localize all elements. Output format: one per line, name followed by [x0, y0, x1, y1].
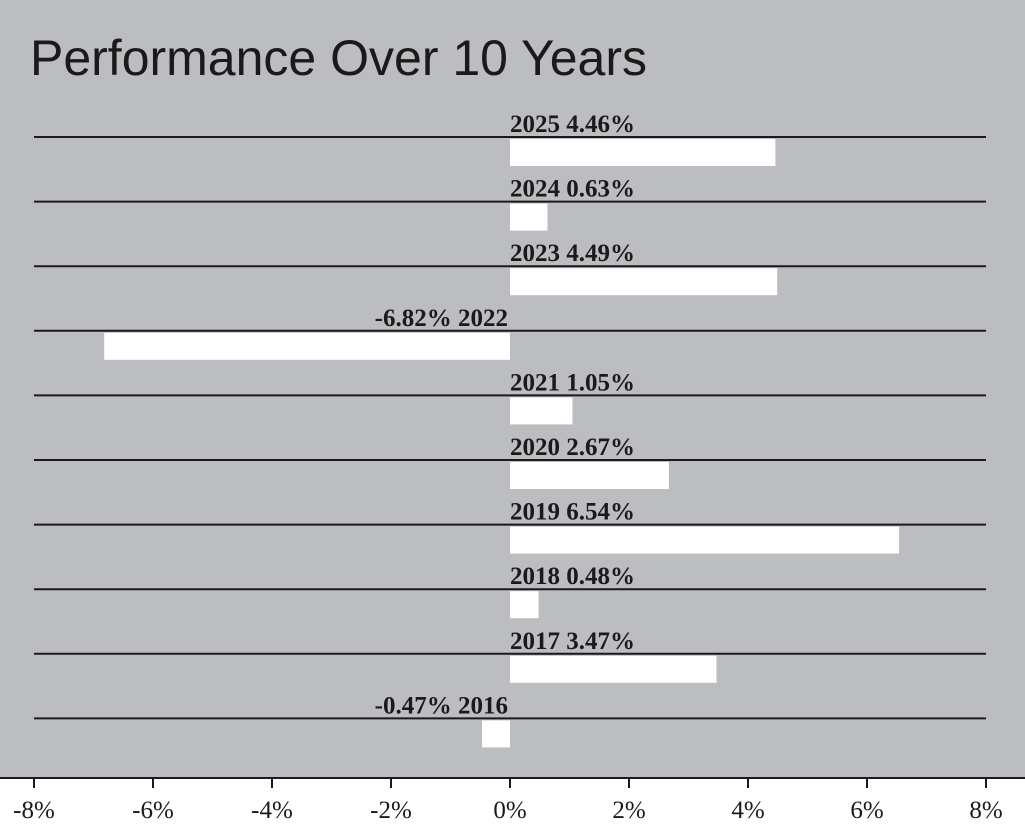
x-tick-label: -2%	[370, 797, 412, 824]
x-tick-label: 6%	[850, 797, 883, 824]
bar-label-2023: 2023 4.49%	[510, 240, 635, 267]
bar-label-2017: 2017 3.47%	[510, 628, 635, 655]
x-tick-label: 4%	[731, 797, 764, 824]
x-tick-label: -4%	[251, 797, 293, 824]
x-tick-label: -6%	[132, 797, 174, 824]
bar-2024	[510, 203, 548, 231]
bar-label-2025: 2025 4.46%	[510, 111, 635, 138]
chart-panel-background	[0, 0, 1025, 778]
bar-label-2019: 2019 6.54%	[510, 499, 635, 526]
bar-2025	[510, 139, 776, 166]
bar-label-2021: 2021 1.05%	[510, 369, 635, 396]
x-axis: -8% -6% -4% -2% 0% 2% 4% 6% 8%	[0, 777, 1025, 824]
bar-label-2022: -6.82% 2022	[375, 305, 508, 332]
bar-2017	[510, 655, 717, 683]
bar-label-2016: -0.47% 2016	[375, 692, 508, 719]
bar-2021	[510, 397, 573, 425]
bar-2016	[482, 720, 510, 748]
bar-2018	[510, 591, 539, 619]
bar-label-2018: 2018 0.48%	[510, 563, 635, 590]
x-tick-label: 2%	[612, 797, 645, 824]
bar-label-2020: 2020 2.67%	[510, 434, 635, 461]
x-tick-label: 8%	[969, 797, 1002, 824]
bar-2022	[104, 332, 511, 360]
bar-label-2024: 2024 0.63%	[510, 176, 635, 203]
x-tick-label: -8%	[13, 797, 55, 824]
bar-2020	[510, 462, 669, 489]
x-tick-label: 0%	[493, 797, 526, 824]
bar-rows: 2025 4.46% 2024 0.63% 2023 4.49% -6.82% 202…	[34, 111, 986, 748]
bar-2023	[510, 268, 778, 296]
bar-2019	[510, 526, 900, 554]
chart-title: Performance Over 10 Years	[30, 30, 647, 86]
